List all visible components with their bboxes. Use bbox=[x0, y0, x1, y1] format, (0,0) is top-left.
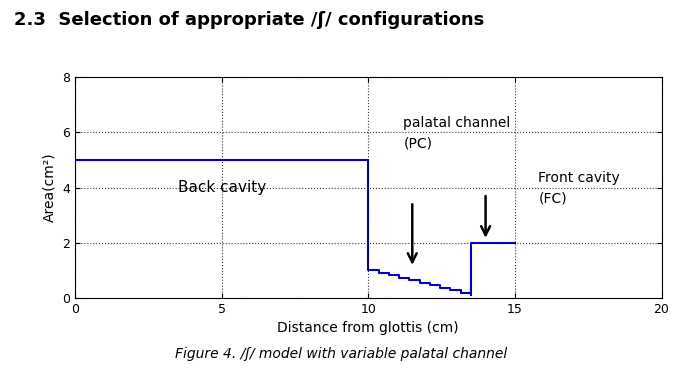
Text: (PC): (PC) bbox=[404, 137, 432, 151]
Y-axis label: Area(cm²): Area(cm²) bbox=[42, 153, 57, 223]
Text: palatal channel: palatal channel bbox=[404, 116, 511, 130]
X-axis label: Distance from glottis (cm): Distance from glottis (cm) bbox=[278, 322, 459, 336]
Text: (FC): (FC) bbox=[538, 192, 567, 206]
Text: 2.3  Selection of appropriate /ʃ/ configurations: 2.3 Selection of appropriate /ʃ/ configu… bbox=[14, 11, 484, 29]
Text: Back cavity: Back cavity bbox=[177, 180, 266, 195]
Text: Front cavity: Front cavity bbox=[538, 171, 620, 185]
Text: Figure 4. /ʃ/ model with variable palatal channel: Figure 4. /ʃ/ model with variable palata… bbox=[175, 347, 507, 361]
